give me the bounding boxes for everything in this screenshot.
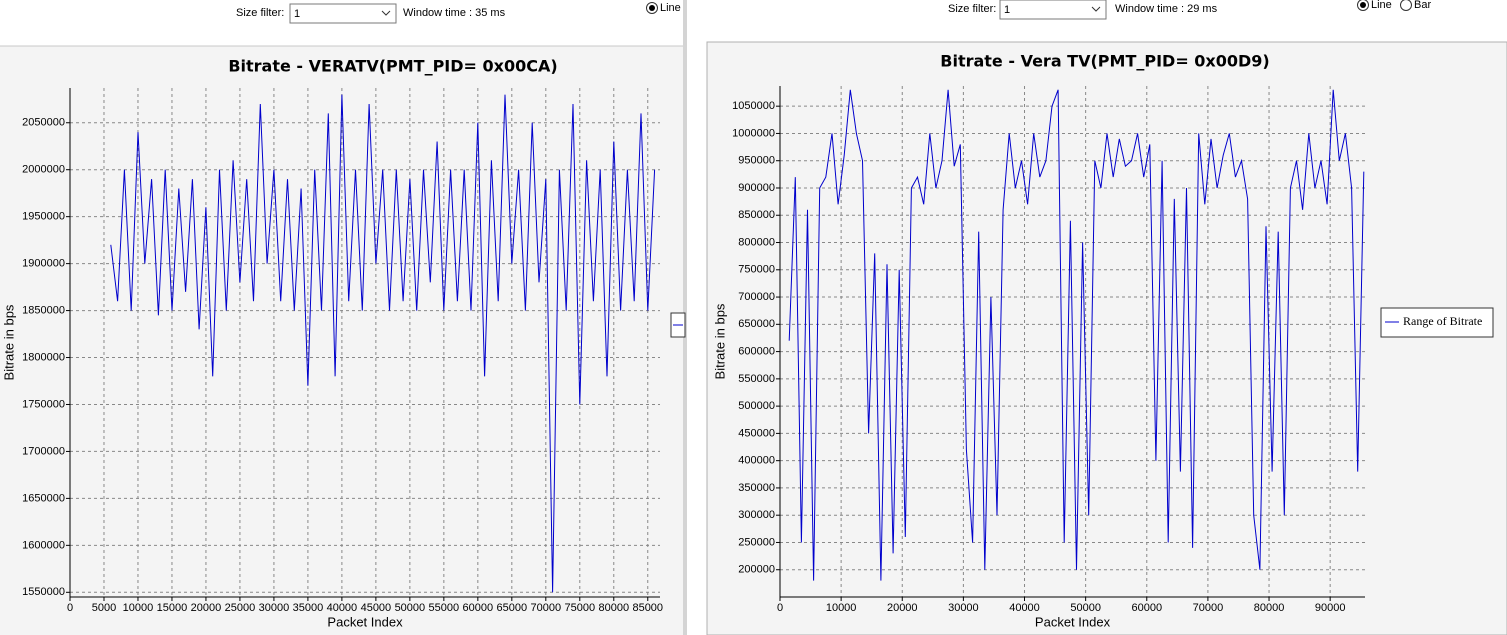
size-filter-value: 1 xyxy=(294,8,300,20)
right-chart-panel xyxy=(706,41,1507,635)
x-tick-label: 10000 xyxy=(826,602,857,614)
x-tick-label: 85000 xyxy=(632,602,663,614)
y-tick-label: 200000 xyxy=(738,564,775,576)
y-tick-label: 1050000 xyxy=(732,100,775,112)
y-tick-label: 300000 xyxy=(738,509,775,521)
y-tick-label: 400000 xyxy=(738,455,775,467)
y-tick-label: 1600000 xyxy=(22,539,65,551)
x-tick-label: 50000 xyxy=(395,602,426,614)
y-tick-label: 750000 xyxy=(738,264,775,276)
y-tick-label: 500000 xyxy=(738,400,775,412)
size-filter-value: 1 xyxy=(1004,4,1010,16)
y-tick-label: 950000 xyxy=(738,155,775,167)
radio-label: Line xyxy=(1371,0,1392,11)
y-tick-label: 2050000 xyxy=(22,117,65,129)
y-tick-label: 800000 xyxy=(738,236,775,248)
y-tick-label: 900000 xyxy=(738,182,775,194)
x-tick-label: 0 xyxy=(777,602,783,614)
radio-label: Bar xyxy=(1414,0,1431,11)
size-filter-label: Size filter: xyxy=(236,7,284,19)
y-tick-label: 1700000 xyxy=(22,445,65,457)
y-axis-label: Bitrate in bps xyxy=(1,304,16,380)
x-tick-label: 70000 xyxy=(531,602,562,614)
x-tick-label: 25000 xyxy=(225,602,256,614)
window-time: Window time : 29 ms xyxy=(1115,3,1218,15)
x-tick-label: 30000 xyxy=(948,602,979,614)
x-tick-label: 55000 xyxy=(429,602,460,614)
radio-dot xyxy=(1360,2,1366,8)
y-tick-label: 350000 xyxy=(738,482,775,494)
window-time: Window time : 35 ms xyxy=(403,7,506,19)
x-tick-label: 10000 xyxy=(123,602,154,614)
series-line xyxy=(110,94,656,593)
y-tick-label: 1900000 xyxy=(22,258,65,270)
x-tick-label: 75000 xyxy=(564,602,595,614)
x-tick-label: 30000 xyxy=(259,602,290,614)
x-tick-label: 15000 xyxy=(157,602,188,614)
size-filter-label: Size filter: xyxy=(948,3,996,15)
legend-box xyxy=(1380,307,1494,338)
x-axis-label: Packet Index xyxy=(327,614,403,629)
radio-label: Line xyxy=(660,2,681,14)
y-tick-label: 1000000 xyxy=(732,127,775,139)
x-tick-label: 80000 xyxy=(598,602,629,614)
x-tick-label: 45000 xyxy=(361,602,392,614)
radio-dot xyxy=(649,5,655,11)
x-tick-label: 60000 xyxy=(463,602,494,614)
x-tick-label: 80000 xyxy=(1254,602,1285,614)
x-tick-label: 0 xyxy=(67,602,73,614)
series-line xyxy=(788,89,1365,581)
y-tick-label: 1950000 xyxy=(22,211,65,223)
x-tick-label: 65000 xyxy=(497,602,528,614)
y-tick-label: 1850000 xyxy=(22,304,65,316)
y-tick-label: 1750000 xyxy=(22,398,65,410)
y-tick-label: 550000 xyxy=(738,373,775,385)
size-filter-select[interactable] xyxy=(999,0,1107,20)
chart-title: Bitrate - Vera TV(PMT_PID= 0x00D9) xyxy=(940,52,1269,71)
x-tick-label: 35000 xyxy=(293,602,324,614)
x-tick-label: 50000 xyxy=(1070,602,1101,614)
y-axis-label: Bitrate in bps xyxy=(712,303,727,379)
x-tick-label: 60000 xyxy=(1131,602,1162,614)
chart-title: Bitrate - VERATV(PMT_PID= 0x00CA) xyxy=(228,57,557,76)
y-tick-label: 850000 xyxy=(738,209,775,221)
x-tick-label: 40000 xyxy=(1009,602,1040,614)
dropdown-arrow xyxy=(1091,6,1101,12)
x-axis-label: Packet Index xyxy=(1035,614,1111,629)
x-tick-label: 20000 xyxy=(887,602,918,614)
y-tick-label: 1550000 xyxy=(22,586,65,598)
y-tick-label: 250000 xyxy=(738,536,775,548)
y-tick-label: 600000 xyxy=(738,345,775,357)
legend-label: Range of Bitrate xyxy=(1403,314,1482,328)
x-tick-label: 5000 xyxy=(92,602,116,614)
y-tick-label: 1800000 xyxy=(22,351,65,363)
y-tick-label: 2000000 xyxy=(22,164,65,176)
y-tick-label: 450000 xyxy=(738,427,775,439)
size-filter-select[interactable] xyxy=(289,3,397,24)
dropdown-arrow xyxy=(381,10,391,16)
x-tick-label: 20000 xyxy=(191,602,222,614)
x-tick-label: 90000 xyxy=(1315,602,1346,614)
x-tick-label: 40000 xyxy=(327,602,358,614)
y-tick-label: 1650000 xyxy=(22,492,65,504)
y-tick-label: 700000 xyxy=(738,291,775,303)
x-tick-label: 70000 xyxy=(1193,602,1224,614)
radio[interactable] xyxy=(1400,0,1412,11)
y-tick-label: 650000 xyxy=(738,318,775,330)
